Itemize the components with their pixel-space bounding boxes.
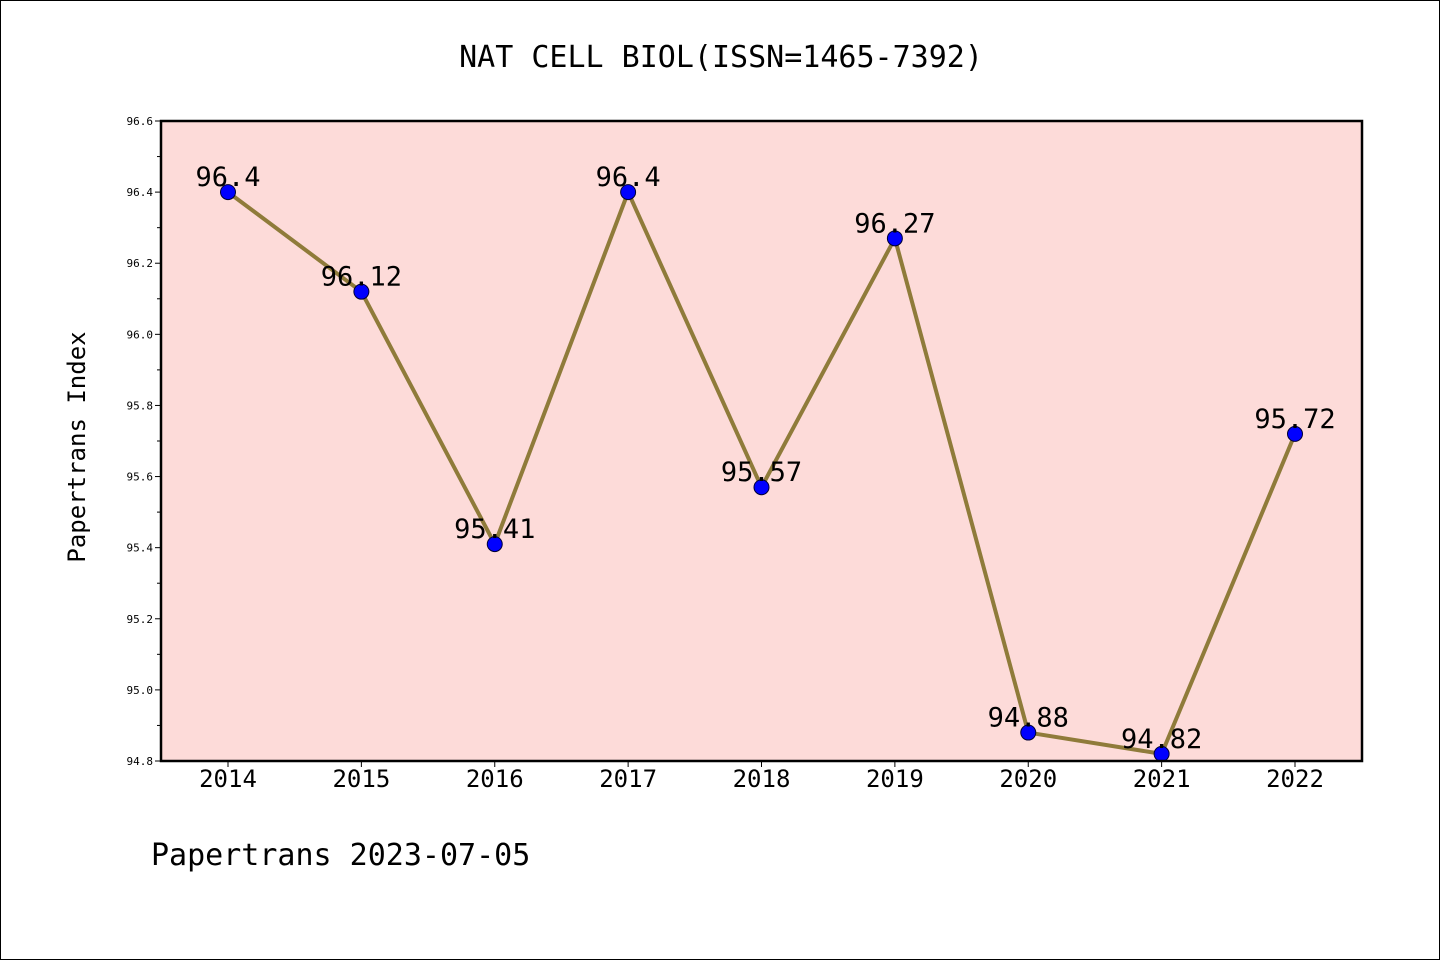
y-tick-label: 95.0: [127, 684, 154, 697]
data-label: 96.12: [321, 262, 402, 293]
x-tick-label: 2016: [466, 765, 524, 793]
y-axis-label: Papertrans Index: [63, 331, 91, 562]
footer-watermark: Papertrans 2023-07-05: [151, 838, 530, 873]
data-point: [620, 184, 637, 201]
y-tick-label: 96.2: [127, 257, 154, 270]
data-point: [486, 536, 503, 553]
data-point: [753, 479, 770, 496]
data-label: 96.27: [854, 208, 935, 239]
x-tick-label: 2020: [999, 765, 1057, 793]
x-tick-label: 2015: [332, 765, 390, 793]
data-point: [1020, 724, 1037, 741]
data-label: 95.57: [721, 457, 802, 488]
plot-area: [161, 121, 1362, 761]
data-label: 95.41: [454, 514, 535, 545]
data-label: 95.72: [1254, 404, 1335, 435]
x-tick-label: 2017: [599, 765, 657, 793]
data-point: [220, 184, 236, 201]
y-tick-label: 94.8: [127, 755, 154, 768]
y-tick-label: 96.0: [127, 328, 154, 341]
y-tick-label: 95.8: [127, 399, 154, 412]
data-label: 96.4: [195, 162, 260, 193]
plot-border: [159, 119, 1364, 763]
y-tick-label: 95.4: [127, 542, 154, 555]
data-point: [353, 283, 370, 300]
data-label: 96.4: [596, 162, 661, 193]
data-label: 94.88: [988, 703, 1069, 734]
x-tick-label: 2019: [866, 765, 924, 793]
x-tick-label: 2022: [1266, 765, 1324, 793]
y-tick-label: 96.6: [127, 115, 154, 128]
data-label: 94.82: [1121, 724, 1202, 755]
y-tick-label: 95.2: [127, 613, 154, 626]
chart-title: NAT CELL BIOL(ISSN=1465-7392): [459, 40, 983, 75]
y-tick-label: 96.4: [127, 186, 154, 199]
x-tick-label: 2021: [1133, 765, 1191, 793]
data-point: [886, 230, 903, 247]
x-tick-label: 2018: [733, 765, 791, 793]
y-tick-label: 95.6: [127, 471, 154, 484]
data-point: [1287, 425, 1303, 442]
x-tick-label: 2014: [199, 765, 257, 793]
